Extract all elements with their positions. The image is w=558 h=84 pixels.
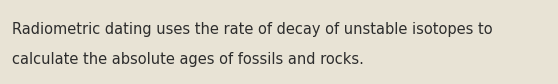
Text: Radiometric dating uses the rate of decay of unstable isotopes to: Radiometric dating uses the rate of deca…: [12, 22, 493, 37]
Text: calculate the absolute ages of fossils and rocks.: calculate the absolute ages of fossils a…: [12, 52, 364, 67]
